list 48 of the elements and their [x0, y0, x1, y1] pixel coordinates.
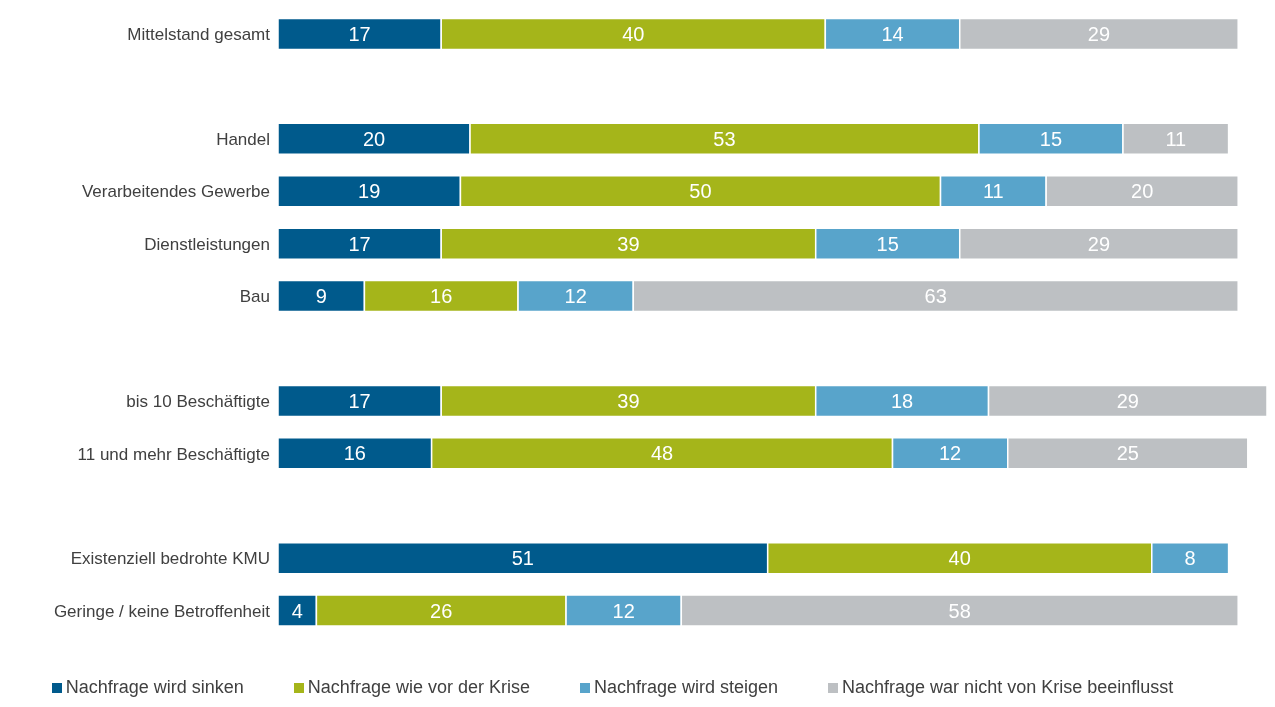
data-label: 11 — [1165, 127, 1187, 150]
data-label: 17 — [348, 390, 371, 412]
data-label: 48 — [650, 442, 674, 465]
legend-label: Nachfrage wie vor der Krise — [307, 677, 530, 697]
y-tick-label: 11 und mehr Beschäftigte — [77, 444, 270, 464]
y-tick-label: Bau — [239, 287, 270, 307]
data-label: 39 — [617, 390, 640, 412]
data-label: 63 — [924, 285, 947, 308]
data-label: 19 — [358, 180, 381, 203]
data-label: 18 — [891, 390, 914, 412]
data-label: 53 — [713, 127, 736, 150]
data-label: 39 — [617, 232, 640, 255]
data-label: 12 — [612, 599, 635, 622]
data-label: 4 — [291, 599, 303, 622]
data-label: 11 — [982, 180, 1004, 203]
data-label: 50 — [689, 180, 712, 203]
data-label: 25 — [1116, 442, 1139, 465]
data-label: 40 — [622, 23, 645, 46]
y-tick-label: Geringe / keine Betroffenheit — [53, 601, 271, 621]
data-label: 26 — [430, 599, 453, 622]
data-label: 16 — [343, 442, 366, 465]
data-label: 58 — [948, 599, 971, 622]
legend-label: Nachfrage war nicht von Krise beeinflusst — [842, 677, 1174, 697]
data-label: 40 — [948, 547, 971, 570]
data-label: 20 — [1131, 180, 1154, 203]
y-tick-label: bis 10 Beschäftigte — [126, 392, 270, 412]
data-label: 15 — [876, 232, 899, 255]
legend-label: Nachfrage wird sinken — [65, 677, 244, 697]
data-label: 9 — [315, 285, 327, 308]
data-label: 12 — [564, 285, 587, 308]
y-tick-label: Mittelstand gesamt — [127, 25, 271, 45]
y-tick-label: Verarbeitendes Gewerbe — [81, 182, 270, 202]
data-label: 16 — [430, 285, 453, 308]
data-label: 17 — [348, 23, 371, 46]
data-label: 8 — [1184, 547, 1196, 570]
data-label: 51 — [511, 547, 534, 570]
data-label: 15 — [1039, 127, 1063, 150]
data-label: 29 — [1116, 390, 1139, 412]
data-label: 17 — [348, 232, 371, 255]
y-tick-label: Existenziell bedrohte KMU — [70, 549, 270, 569]
data-label: 12 — [939, 442, 962, 465]
y-tick-label: Handel — [216, 130, 270, 150]
data-label: 29 — [1087, 232, 1111, 255]
data-label: 29 — [1087, 23, 1111, 46]
y-tick-label: Dienstleistungen — [144, 234, 270, 254]
data-label: 14 — [881, 23, 904, 46]
legend-label: Nachfrage wird steigen — [593, 677, 779, 697]
data-label: 20 — [362, 127, 386, 150]
